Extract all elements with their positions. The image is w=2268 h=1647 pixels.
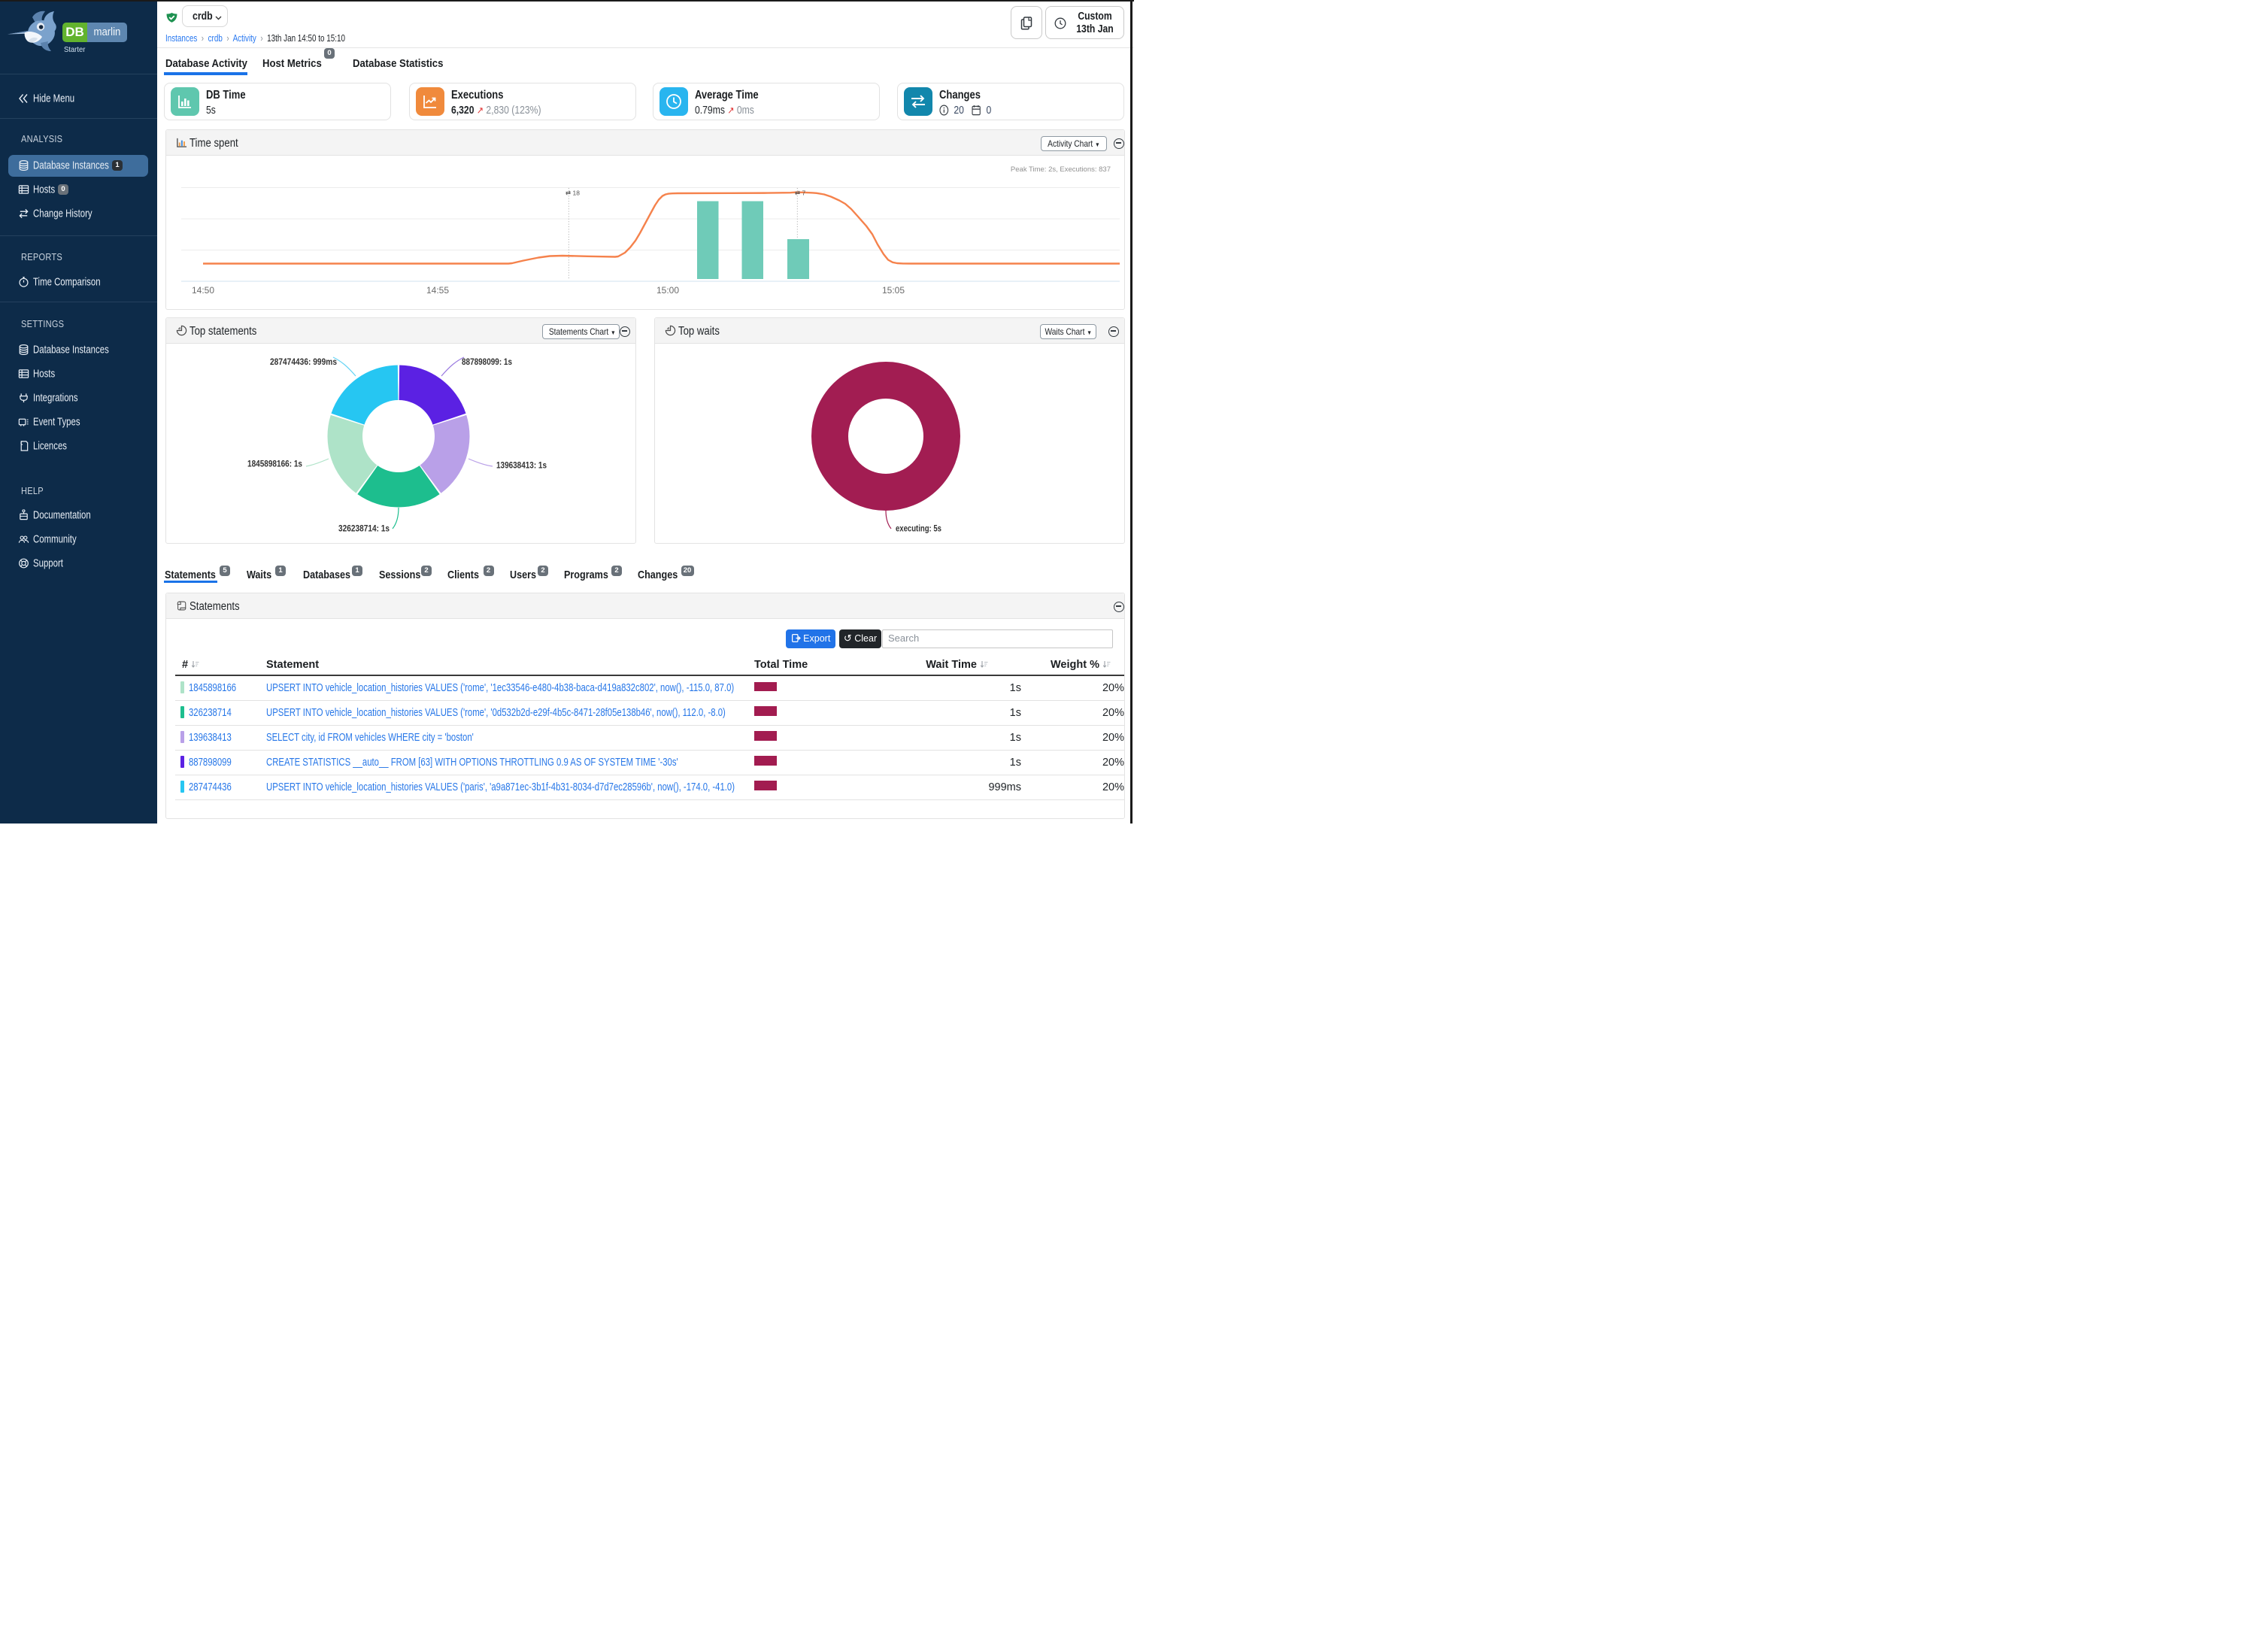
svg-text:⇄ 18: ⇄ 18 [565,190,580,197]
svg-text:887898099: 1s: 887898099: 1s [462,356,512,367]
svg-text:139638413: 1s: 139638413: 1s [496,460,547,471]
svg-text:287474436: 999ms: 287474436: 999ms [270,356,337,367]
svg-text:1845898166: 1s: 1845898166: 1s [247,459,302,469]
svg-text:Peak Time: 2s, Executions: 837: Peak Time: 2s, Executions: 837 [1011,165,1111,174]
svg-text:⇄ 7: ⇄ 7 [795,190,805,197]
svg-text:15:05: 15:05 [882,285,905,296]
svg-text:15:00: 15:00 [656,285,679,296]
svg-text:326238714: 1s: 326238714: 1s [338,523,390,534]
svg-text:14:50: 14:50 [192,285,214,296]
svg-text:executing: 5s: executing: 5s [896,523,941,534]
svg-text:14:55: 14:55 [426,285,449,296]
